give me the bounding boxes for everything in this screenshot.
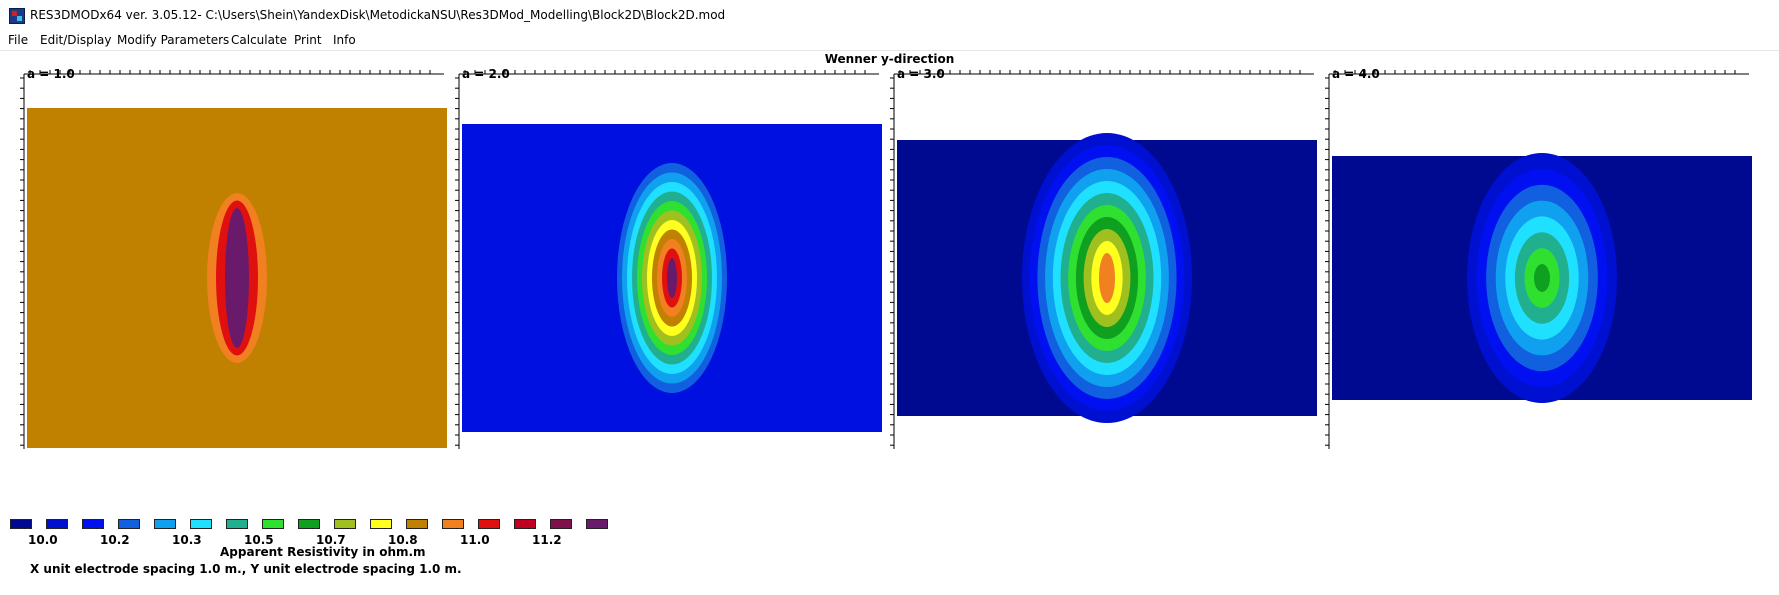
legend-value: 10.2 [100, 533, 130, 547]
legend-swatch [10, 519, 32, 529]
legend-swatch [442, 519, 464, 529]
app-icon [9, 8, 25, 24]
panel-plot-a1 [20, 70, 447, 449]
legend-swatch [334, 519, 356, 529]
contour-band [1099, 253, 1115, 303]
legend-swatch [406, 519, 428, 529]
legend-value: 10.8 [388, 533, 418, 547]
legend-swatch [298, 519, 320, 529]
legend-value: 11.0 [460, 533, 490, 547]
legend-caption: Apparent Resistivity in ohm.m [220, 545, 426, 559]
contour-band [667, 258, 677, 298]
legend-value: 10.3 [172, 533, 202, 547]
legend-swatch [586, 519, 608, 529]
legend-swatch [478, 519, 500, 529]
legend-swatch [262, 519, 284, 529]
window-title: RES3DMODx64 ver. 3.05.12- C:\Users\Shein… [30, 8, 726, 22]
menu-info[interactable]: Info [333, 33, 356, 47]
legend-swatch [370, 519, 392, 529]
legend-value: 10.5 [244, 533, 274, 547]
menu-print[interactable]: Print [294, 33, 322, 47]
plot-title: Wenner y-direction [824, 52, 955, 66]
legend-swatch [550, 519, 572, 529]
menu-bar: File Edit/Display Modify Parameters Calc… [0, 30, 1779, 51]
legend-swatch [514, 519, 536, 529]
legend-swatch [226, 519, 248, 529]
panel-plot-a2 [455, 70, 882, 449]
legend-swatch [190, 519, 212, 529]
legend-value: 10.7 [316, 533, 346, 547]
legend-value: 10.0 [28, 533, 58, 547]
legend-swatch [82, 519, 104, 529]
electrode-spacing-note: X unit electrode spacing 1.0 m., Y unit … [30, 562, 462, 576]
contour-band [1534, 264, 1550, 292]
legend-value: 11.2 [532, 533, 562, 547]
menu-edit-display[interactable]: Edit/Display [40, 33, 112, 47]
panel-plot-a3 [890, 70, 1317, 449]
menu-modify-parameters[interactable]: Modify Parameters [117, 33, 230, 47]
menu-file[interactable]: File [8, 33, 29, 47]
legend-swatch [154, 519, 176, 529]
legend-swatch [46, 519, 68, 529]
legend-swatch [118, 519, 140, 529]
contour-band [225, 208, 249, 348]
title-bar: RES3DMODx64 ver. 3.05.12- C:\Users\Shein… [0, 0, 1779, 30]
panel-plot-a4 [1325, 70, 1752, 449]
menu-calculate[interactable]: Calculate [231, 33, 288, 47]
